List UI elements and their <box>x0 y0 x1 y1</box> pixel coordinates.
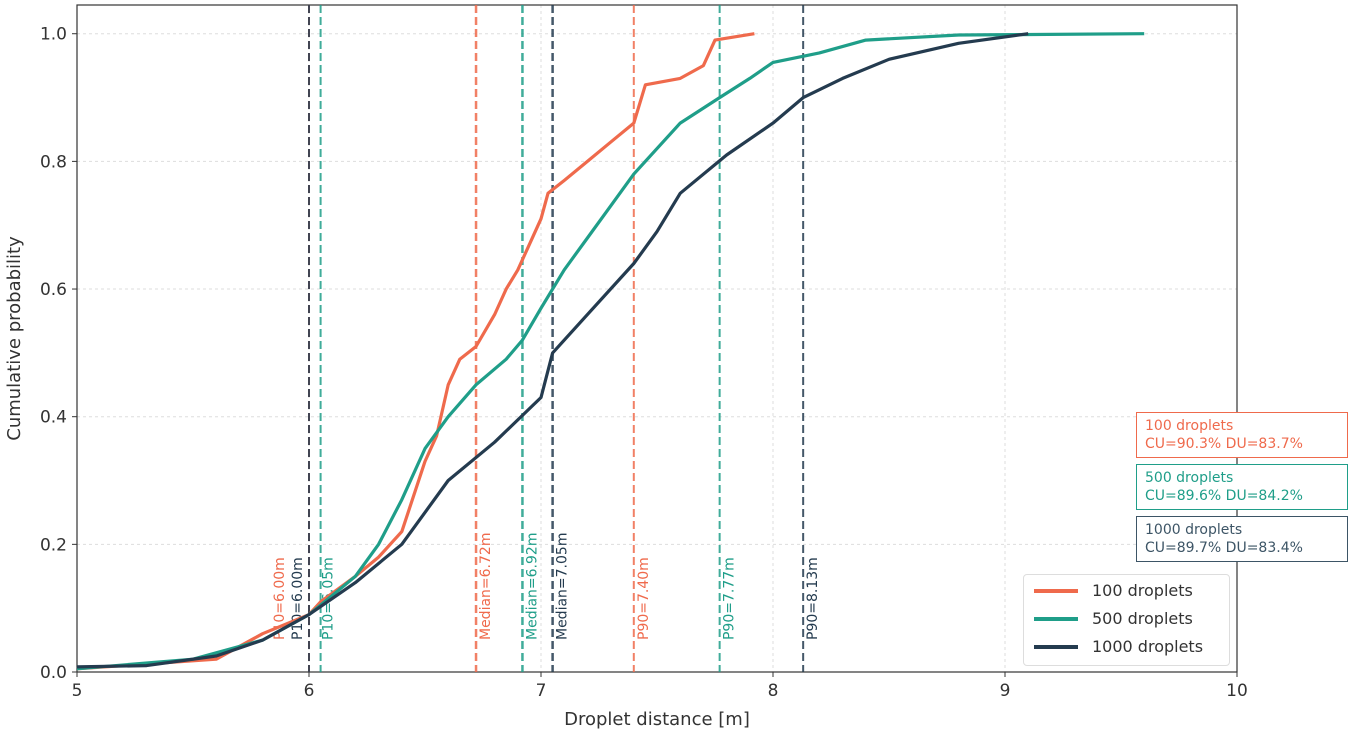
marker-label: Median=6.72m <box>478 533 494 640</box>
y-tick-label: 0.2 <box>40 535 67 555</box>
cdf-line-100-droplets <box>76 32 755 671</box>
x-axis-label: Droplet distance [m] <box>564 709 750 730</box>
legend-swatch <box>1034 616 1078 621</box>
legend-swatch <box>1034 588 1078 593</box>
annotation-stats: CU=89.6% DU=84.2% <box>1145 488 1303 504</box>
legend-item-500: 500 droplets <box>1034 609 1193 628</box>
marker-label: Median=6.92m <box>524 533 540 640</box>
x-tick-label: 7 <box>536 681 547 701</box>
marker-label: P10=6.00m <box>272 557 288 640</box>
annotation-title: 100 droplets <box>1145 418 1234 434</box>
x-tick-label: 5 <box>72 681 83 701</box>
x-tick-label: 10 <box>1226 681 1248 701</box>
legend-label: 1000 droplets <box>1092 637 1204 656</box>
cdf-line-500-droplets <box>76 32 1145 671</box>
x-tick-label: 9 <box>1000 681 1011 701</box>
annotation-stats: CU=89.7% DU=83.4% <box>1145 540 1303 556</box>
plot-frame <box>76 4 1238 673</box>
y-tick-label: 0.4 <box>40 408 67 428</box>
x-tick-label: 8 <box>768 681 779 701</box>
marker-label: P90=8.13m <box>805 557 821 640</box>
marker-label: P10=6.00m <box>290 557 306 640</box>
annotation-box: 100 droplets CU=90.3% DU=83.7% <box>1136 412 1348 458</box>
legend-label: 100 droplets <box>1092 581 1193 600</box>
annotation-box: 1000 droplets CU=89.7% DU=83.4% <box>1136 516 1348 562</box>
marker-label: P90=7.40m <box>636 557 652 640</box>
marker-label: P90=7.77m <box>722 557 738 640</box>
y-axis-label: Cumulative probability <box>4 236 25 441</box>
x-tick-label: 6 <box>304 681 315 701</box>
legend-label: 500 droplets <box>1092 609 1193 628</box>
y-tick-label: 0.6 <box>40 280 67 300</box>
legend-swatch <box>1034 644 1078 649</box>
annotation-stats: CU=90.3% DU=83.7% <box>1145 436 1303 452</box>
cdf-line-1000-droplets <box>76 32 1029 669</box>
annotation-title: 1000 droplets <box>1145 522 1243 538</box>
annotation-box: 500 droplets CU=89.6% DU=84.2% <box>1136 464 1348 510</box>
legend-item-1000: 1000 droplets <box>1034 637 1203 656</box>
legend: 100 droplets 500 droplets 1000 droplets <box>1023 574 1230 666</box>
y-tick-label: 0.8 <box>40 152 67 172</box>
marker-label: Median=7.05m <box>555 533 571 640</box>
y-tick-label: 1.0 <box>40 25 67 45</box>
annotation-title: 500 droplets <box>1145 470 1234 486</box>
legend-item-100: 100 droplets <box>1034 581 1193 600</box>
y-tick-label: 0.0 <box>40 663 67 683</box>
